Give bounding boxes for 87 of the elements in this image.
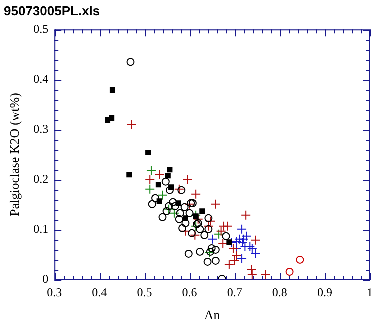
point [152,194,160,202]
point [156,182,162,188]
y-tick-label: 0.4 [34,72,49,86]
point [166,186,174,194]
point [178,224,187,232]
point [204,258,212,266]
point [216,226,226,236]
chart-title: 95073005PL.xls [4,3,100,18]
point [208,234,218,244]
point [212,246,220,254]
point [232,236,242,246]
y-tick-label: 0.3 [34,122,49,136]
point [222,232,230,240]
point [204,225,213,234]
x-tick-label: 0.5 [137,285,152,300]
point [188,229,196,238]
point [238,234,249,244]
x-tick-label: 0.9 [317,285,332,300]
point [145,184,156,194]
point [178,186,186,194]
point [260,270,271,280]
point [158,190,168,200]
point [110,87,116,93]
point [162,178,170,186]
point [165,202,174,210]
point [210,199,221,210]
point [180,203,189,212]
point [146,150,152,156]
point [241,210,252,220]
x-axis-title: An [204,308,221,323]
point [191,189,202,200]
point [208,244,216,252]
point [146,166,156,176]
point [174,184,184,194]
point [246,264,256,275]
point [167,167,173,173]
point [226,240,232,246]
point [206,216,216,226]
point [200,231,209,240]
point [158,213,167,222]
point [169,198,178,206]
y-axis-title: Palgioclase K2O (wt%) [7,93,22,217]
point [204,214,213,222]
point [237,254,248,264]
point [230,256,240,266]
point [126,58,135,66]
point [190,230,200,240]
point [109,115,115,122]
y-tick-label: 0 [42,272,49,286]
point [165,173,171,179]
x-tick-label: 0.8 [272,285,288,300]
point [296,256,304,264]
x-tick-label: 0.4 [92,285,108,300]
point [224,260,234,270]
point [204,221,214,232]
y-tick-label: 0.2 [34,172,49,186]
point [184,250,193,258]
point [214,229,224,240]
point [180,226,191,236]
point [196,225,204,234]
point [175,215,184,224]
point [145,174,156,185]
point [196,248,204,256]
point [218,238,228,248]
point [200,208,206,214]
point [286,268,294,276]
point [148,200,156,208]
point [176,209,184,218]
y-tick-label: 0.5 [34,22,49,36]
x-tick-label: 1 [367,285,373,300]
point [162,207,171,216]
x-tick-label: 0.3 [47,285,62,300]
point [171,202,180,210]
point [154,170,165,180]
point [182,174,193,185]
point [126,120,137,130]
y-tick-label: 0.1 [34,222,49,236]
point [126,172,132,178]
point [184,199,195,210]
x-tick-label: 0.7 [227,285,242,300]
x-tick-label: 0.6 [182,285,198,300]
point [222,221,233,232]
point [250,235,261,246]
point [193,214,199,220]
point [212,256,220,265]
point [247,270,258,280]
point [186,209,194,218]
